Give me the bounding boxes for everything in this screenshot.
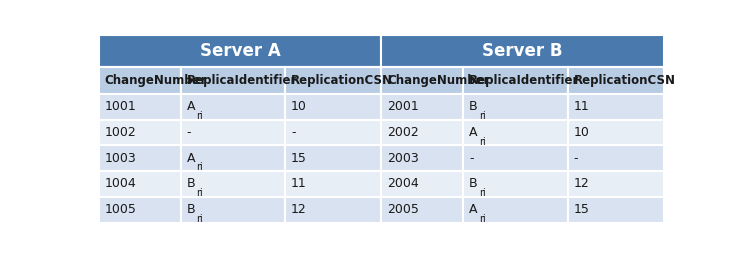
Text: 1003: 1003: [104, 152, 136, 165]
Bar: [285, 171, 381, 197]
Text: ReplicaIdentifier: ReplicaIdentifier: [187, 74, 297, 87]
Text: A: A: [187, 152, 195, 165]
Text: 1004: 1004: [104, 177, 136, 190]
Bar: [285, 197, 381, 222]
Text: ChangeNumber: ChangeNumber: [387, 74, 490, 87]
Text: 1005: 1005: [104, 203, 136, 216]
Text: B: B: [187, 177, 195, 190]
Text: 1001: 1001: [104, 100, 136, 113]
Bar: [382, 94, 464, 120]
Text: 2002: 2002: [387, 126, 419, 139]
Bar: [464, 197, 568, 222]
Text: A: A: [469, 126, 478, 139]
Bar: [464, 145, 568, 171]
Text: -: -: [187, 126, 191, 139]
Text: ri: ri: [196, 162, 203, 172]
Bar: [99, 120, 181, 145]
Text: 10: 10: [291, 100, 307, 113]
Bar: [464, 67, 568, 94]
Text: 2001: 2001: [387, 100, 419, 113]
Bar: [285, 94, 381, 120]
Bar: [382, 120, 464, 145]
Text: ri: ri: [478, 214, 486, 224]
Text: ReplicationCSN: ReplicationCSN: [574, 74, 676, 87]
Bar: [464, 120, 568, 145]
Bar: [382, 67, 464, 94]
Text: ri: ri: [196, 111, 203, 121]
Text: 11: 11: [574, 100, 589, 113]
Text: B: B: [187, 203, 195, 216]
Text: B: B: [469, 177, 478, 190]
Text: Server A: Server A: [199, 42, 280, 60]
Text: -: -: [469, 152, 473, 165]
Bar: [181, 94, 285, 120]
Bar: [285, 145, 381, 171]
Text: 2005: 2005: [387, 203, 419, 216]
Text: ri: ri: [478, 111, 486, 121]
Bar: [99, 197, 181, 222]
Text: ReplicaIdentifier: ReplicaIdentifier: [469, 74, 580, 87]
Bar: [568, 120, 664, 145]
Bar: [464, 171, 568, 197]
Text: A: A: [187, 100, 195, 113]
Text: 15: 15: [574, 203, 589, 216]
Text: 15: 15: [291, 152, 307, 165]
Text: 10: 10: [574, 126, 589, 139]
Text: 2003: 2003: [387, 152, 419, 165]
Bar: [99, 67, 181, 94]
Bar: [99, 35, 382, 67]
Bar: [568, 67, 664, 94]
Text: ri: ri: [478, 188, 486, 198]
Text: Server B: Server B: [482, 42, 562, 60]
Bar: [464, 94, 568, 120]
Bar: [181, 145, 285, 171]
Bar: [382, 35, 664, 67]
Bar: [181, 171, 285, 197]
Bar: [285, 67, 381, 94]
Bar: [568, 197, 664, 222]
Bar: [568, 94, 664, 120]
Text: ChangeNumber: ChangeNumber: [104, 74, 207, 87]
Bar: [181, 120, 285, 145]
Text: ReplicationCSN: ReplicationCSN: [291, 74, 393, 87]
Bar: [285, 120, 381, 145]
Bar: [99, 94, 181, 120]
Text: ri: ri: [196, 214, 203, 224]
Bar: [568, 145, 664, 171]
Text: B: B: [469, 100, 478, 113]
Bar: [181, 197, 285, 222]
Text: A: A: [469, 203, 478, 216]
Bar: [382, 145, 464, 171]
Text: ri: ri: [478, 137, 486, 147]
Text: 1002: 1002: [104, 126, 136, 139]
Text: ri: ri: [196, 188, 203, 198]
Text: -: -: [574, 152, 578, 165]
Text: 11: 11: [291, 177, 307, 190]
Text: -: -: [291, 126, 295, 139]
Text: 12: 12: [291, 203, 307, 216]
Bar: [181, 67, 285, 94]
Bar: [99, 171, 181, 197]
Bar: [568, 171, 664, 197]
Bar: [382, 197, 464, 222]
Bar: [99, 145, 181, 171]
Text: 2004: 2004: [387, 177, 419, 190]
Bar: [382, 171, 464, 197]
Text: 12: 12: [574, 177, 589, 190]
